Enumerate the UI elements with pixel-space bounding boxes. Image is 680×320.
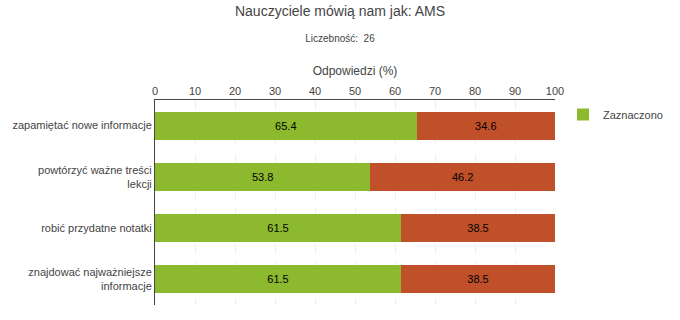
- svg-text:powtórzyć ważne treścilekcji: powtórzyć ważne treścilekcji: [38, 164, 152, 190]
- svg-text:Zaznaczono: Zaznaczono: [603, 109, 663, 121]
- svg-text:Liczebność: 26: Liczebność: 26: [305, 33, 375, 44]
- svg-text:90: 90: [509, 85, 521, 97]
- svg-text:61.5: 61.5: [267, 273, 288, 285]
- svg-text:znajdować najważniejszeinforma: znajdować najważniejszeinformacje: [28, 266, 152, 292]
- svg-text:53.8: 53.8: [252, 171, 273, 183]
- svg-text:robić przydatne notatki: robić przydatne notatki: [41, 222, 152, 234]
- svg-text:20: 20: [229, 85, 241, 97]
- svg-text:Odpowiedzi (%): Odpowiedzi (%): [313, 64, 398, 78]
- svg-text:10: 10: [189, 85, 201, 97]
- svg-text:100: 100: [546, 85, 564, 97]
- svg-text:34.6: 34.6: [475, 120, 496, 132]
- svg-text:zapamiętać nowe informacje: zapamiętać nowe informacje: [12, 119, 151, 131]
- svg-text:65.4: 65.4: [275, 120, 296, 132]
- svg-text:50: 50: [349, 85, 361, 97]
- svg-text:40: 40: [309, 85, 321, 97]
- svg-text:80: 80: [469, 85, 481, 97]
- svg-text:30: 30: [269, 85, 281, 97]
- svg-text:60: 60: [389, 85, 401, 97]
- svg-text:46.2: 46.2: [452, 171, 473, 183]
- svg-text:38.5: 38.5: [467, 222, 488, 234]
- svg-text:70: 70: [429, 85, 441, 97]
- svg-text:0: 0: [152, 85, 158, 97]
- svg-text:61.5: 61.5: [267, 222, 288, 234]
- svg-text:Nauczyciele mówią nam jak: AMS: Nauczyciele mówią nam jak: AMS: [235, 3, 445, 19]
- svg-text:38.5: 38.5: [467, 273, 488, 285]
